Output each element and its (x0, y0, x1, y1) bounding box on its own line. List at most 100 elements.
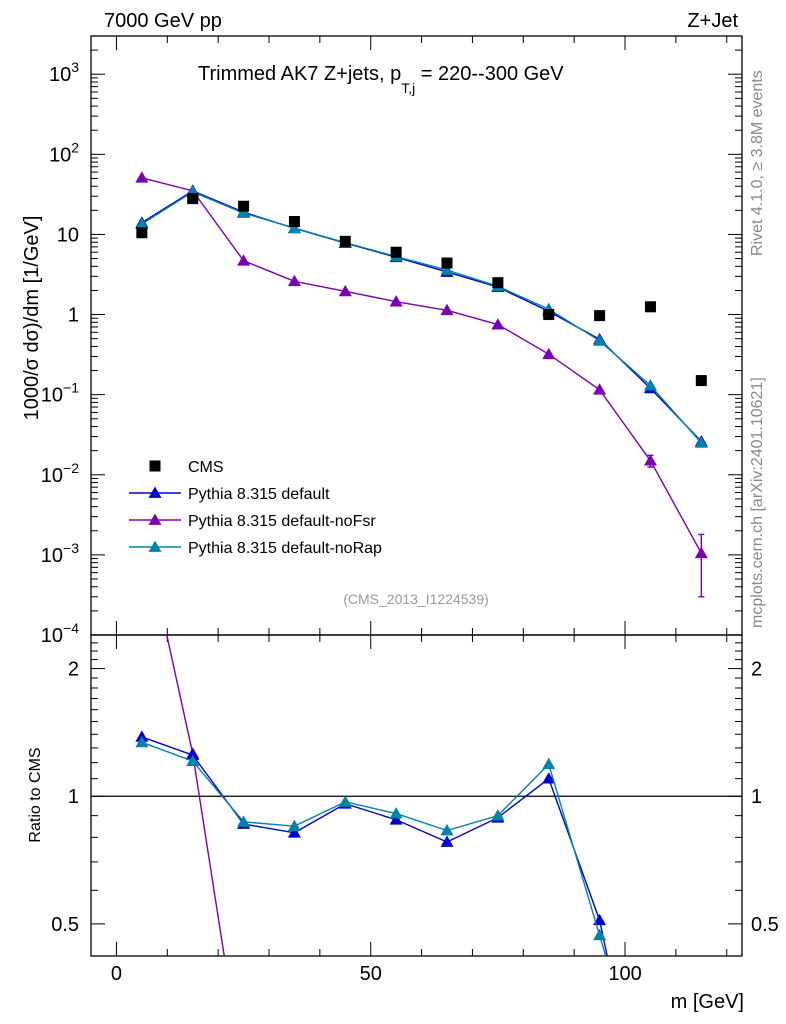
data-point (695, 375, 707, 387)
y-tick-label: 10−4 (41, 620, 79, 647)
header-right: Z+Jet (687, 10, 738, 32)
ratio-point (135, 735, 149, 748)
legend-item-pythia-8-315-default-nofsr: Pythia 8.315 default-noFsr (129, 513, 376, 530)
ratio-point (542, 772, 556, 784)
y-tick-label: 10−3 (41, 540, 79, 567)
x-tick-label: 100 (608, 963, 641, 985)
plot-title-suffix: = 220--300 GeV (415, 63, 564, 85)
plot-title-prefix: Trimmed AK7 Z+jets, p (198, 63, 401, 85)
ratio-panel-frame (90, 634, 743, 957)
legend-item-pythia-8-315-default-norap: Pythia 8.315 default-noRap (129, 540, 382, 557)
data-point (135, 171, 149, 183)
y-tick-label: 10−1 (41, 380, 79, 407)
ratio-point (186, 754, 200, 767)
legend-marker (148, 486, 162, 498)
data-point (593, 334, 607, 346)
legend-label: Pythia 8.315 default-noRap (188, 540, 382, 557)
data-point (542, 347, 556, 360)
data-point (440, 263, 454, 275)
legend-marker (148, 513, 162, 525)
ratio-line (141, 741, 607, 956)
data-point (187, 193, 199, 205)
series-pythia-8-315-default-norap (135, 185, 708, 448)
ratio-y-tick-label-right: 2 (751, 659, 762, 681)
mcplots-label: mcplots.cern.ch [arXiv:2401.10621] (749, 377, 766, 628)
legend: CMS Pythia 8.315 default Pythia 8.315 defa… (129, 459, 382, 557)
series-line (141, 177, 702, 554)
legend-marker (149, 460, 161, 472)
x-tick-label: 0 (111, 963, 122, 985)
x-tick-label: 50 (360, 963, 382, 985)
y-tick-label: 103 (49, 59, 79, 86)
ratio-series-pythia-8-315-default-nofsr (166, 635, 225, 956)
y-axis-title-ratio: Ratio to CMS (27, 747, 44, 842)
legend-item-cms: CMS (149, 459, 224, 476)
ratio-point (440, 824, 454, 836)
data-point (136, 227, 148, 239)
ratio-y-tick-label: 1 (68, 786, 79, 808)
rivet-label: Rivet 4.1.0, ≥ 3.8M events (749, 70, 766, 256)
ratio-y-tick-label-right: 0.5 (751, 914, 779, 936)
analysis-id: (CMS_2013_I1224539) (343, 591, 489, 607)
data-point (644, 301, 656, 313)
ratio-series-pythia-8-315-default-norap (135, 735, 607, 956)
data-point (390, 246, 402, 258)
data-point (237, 206, 251, 218)
legend-label: Pythia 8.315 default-noFsr (188, 513, 376, 530)
ratio-y-tick-label: 2 (68, 659, 79, 681)
data-point (593, 383, 607, 395)
legend-label: Pythia 8.315 default (188, 486, 330, 503)
header-left: 7000 GeV pp (104, 10, 222, 32)
ratio-point (389, 807, 403, 819)
ratio-series-layer (135, 635, 608, 956)
ratio-point (593, 928, 607, 941)
plot-title: Trimmed AK7 Z+jets, pT,j = 220--300 GeV (198, 63, 564, 96)
ratio-line (141, 736, 608, 956)
ratio-y-tick-label: 0.5 (51, 914, 79, 936)
series-pythia-8-315-default (135, 184, 708, 447)
ratio-axis-ticks: 0.5 0.5 1 1 2 2 0 50 100 (51, 635, 779, 985)
legend-marker (148, 540, 162, 552)
plot-title-subscript: T,j (401, 80, 415, 96)
y-tick-label: 102 (49, 139, 79, 166)
ratio-point (287, 826, 301, 838)
data-point (237, 254, 251, 266)
data-point (694, 436, 708, 448)
series-cms (136, 193, 707, 387)
y-tick-label: 10−2 (41, 460, 79, 487)
legend-item-pythia-8-315-default: Pythia 8.315 default (129, 486, 330, 503)
ratio-point (491, 809, 505, 821)
ratio-point (440, 835, 454, 847)
y-axis-title-main: 1000/σ dσ)/dm [1/GeV] (21, 216, 43, 421)
ratio-point (338, 795, 352, 807)
data-point (440, 303, 454, 316)
data-point (643, 454, 657, 466)
data-point (389, 295, 403, 307)
y-tick-label: 1 (68, 305, 79, 327)
ratio-point (237, 815, 251, 827)
ratio-point (287, 819, 301, 832)
series-line (141, 190, 702, 443)
data-point (543, 309, 555, 321)
x-axis-title: m [GeV] (671, 991, 744, 1013)
data-point (339, 235, 351, 247)
ratio-line (166, 635, 225, 956)
data-point (238, 200, 250, 212)
data-point (287, 274, 301, 287)
data-point (594, 310, 606, 322)
ratio-point (542, 757, 556, 770)
main-series-layer (135, 171, 708, 598)
series-line (141, 191, 702, 444)
ratio-point (186, 748, 200, 761)
data-point (694, 546, 708, 559)
ratio-y-tick-label-right: 1 (751, 786, 762, 808)
y-tick-label: 10 (57, 224, 79, 246)
data-point (287, 221, 301, 233)
data-point (492, 277, 504, 289)
ratio-point (389, 813, 403, 825)
data-point (491, 318, 505, 330)
data-point (338, 284, 352, 297)
data-point (643, 379, 657, 391)
data-point (288, 216, 300, 228)
